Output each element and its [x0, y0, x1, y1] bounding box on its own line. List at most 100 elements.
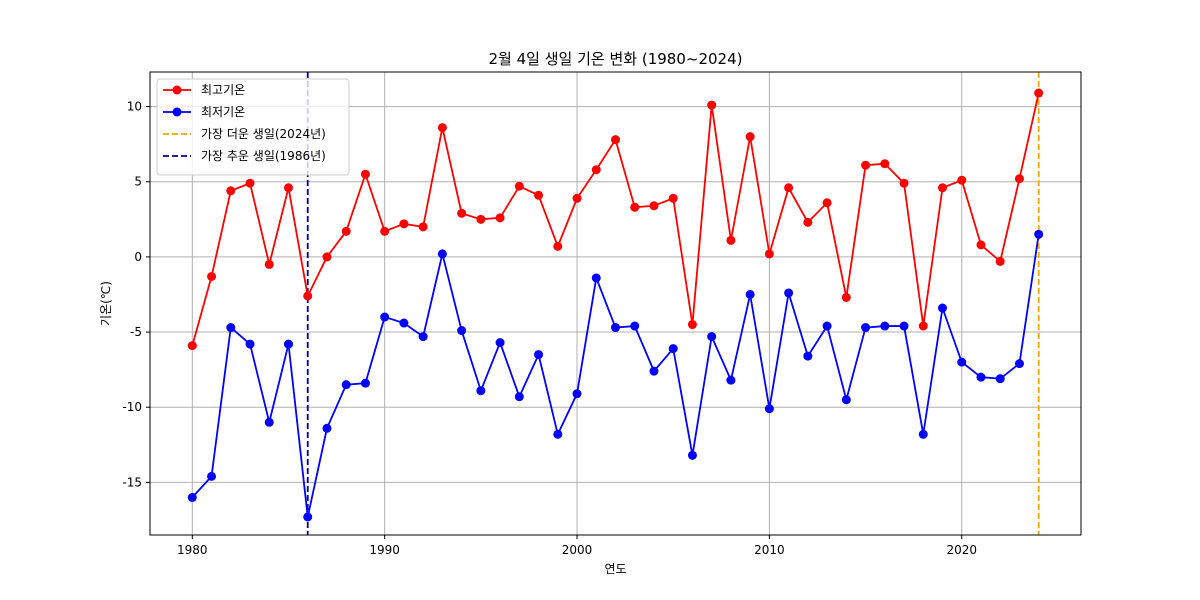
x-tick-label: 2020: [946, 543, 977, 557]
data-point: [764, 249, 774, 259]
data-point: [322, 423, 332, 433]
data-point: [437, 249, 447, 259]
data-point: [707, 332, 717, 342]
data-point: [1014, 174, 1024, 184]
series-line: [191, 234, 1040, 518]
data-point: [630, 321, 640, 331]
data-point: [938, 183, 948, 193]
data-point: [360, 169, 370, 179]
data-point: [630, 202, 640, 212]
x-tick-label: 2010: [754, 543, 785, 557]
data-point: [476, 386, 486, 396]
data-point: [1034, 229, 1044, 239]
data-point: [283, 183, 293, 193]
data-point: [187, 492, 197, 502]
data-point: [899, 178, 909, 188]
data-point: [226, 323, 236, 333]
data-point: [687, 450, 697, 460]
data-point: [611, 135, 620, 145]
data-point: [1034, 88, 1044, 98]
data-point: [399, 219, 409, 229]
legend-marker: [172, 85, 182, 95]
data-point: [668, 344, 678, 354]
data-point: [745, 132, 755, 142]
x-tick-label: 1990: [369, 543, 400, 557]
data-point: [418, 222, 428, 232]
data-point: [591, 165, 601, 175]
legend-item: 가장 추운 생일(1986년): [163, 149, 326, 163]
data-point: [380, 226, 390, 236]
legend-label: 가장 추운 생일(1986년): [201, 149, 326, 163]
x-tick-label: 1980: [177, 543, 208, 557]
y-tick-label: 10: [127, 100, 142, 114]
legend-label: 가장 더운 생일(2024년): [201, 127, 326, 141]
data-point: [764, 404, 774, 414]
data-point: [1014, 359, 1024, 369]
data-point: [303, 291, 313, 301]
data-point: [938, 303, 948, 313]
legend-label: 최고기온: [201, 83, 245, 97]
data-point: [264, 417, 274, 427]
data-point: [976, 240, 986, 250]
data-point: [322, 252, 332, 262]
y-axis-label: 기온(℃): [99, 281, 113, 326]
x-axis-ticks: 1980 1990 2000 2010 2020: [177, 535, 977, 557]
data-point: [418, 332, 428, 342]
data-point: [976, 372, 986, 382]
data-point: [283, 339, 293, 349]
data-point: [457, 326, 467, 336]
data-point: [841, 292, 851, 302]
y-tick-label: 0: [134, 250, 142, 264]
legend-marker: [172, 107, 182, 117]
data-point: [360, 378, 370, 388]
data-point: [553, 429, 563, 439]
data-point: [726, 235, 736, 245]
data-point: [822, 198, 832, 208]
data-point: [226, 186, 236, 196]
data-point: [861, 160, 871, 170]
data-point: [514, 392, 524, 402]
data-point: [264, 259, 274, 269]
data-point: [572, 193, 582, 203]
data-point: [534, 190, 544, 200]
legend-label: 최저기온: [201, 105, 245, 119]
data-point: [918, 321, 928, 331]
data-point: [514, 181, 524, 191]
data-point: [341, 226, 351, 236]
data-point: [784, 288, 794, 298]
data-point: [187, 341, 197, 351]
legend-box: [156, 78, 350, 176]
y-axis-ticks: 10 5 0 -5 -10 -15: [122, 100, 150, 489]
data-point: [880, 159, 890, 169]
data-point: [707, 100, 717, 110]
y-tick-label: 5: [134, 175, 142, 189]
data-point: [303, 512, 313, 522]
data-point: [341, 380, 351, 390]
data-point: [476, 214, 486, 224]
data-point: [841, 395, 851, 405]
data-point: [611, 323, 620, 333]
data-point: [207, 471, 217, 481]
data-point: [649, 201, 659, 211]
plot-frame: [149, 71, 1082, 536]
data-point: [745, 289, 755, 299]
data-point: [687, 320, 697, 330]
data-point: [957, 175, 967, 185]
data-point: [245, 178, 255, 188]
data-point: [572, 389, 582, 399]
data-point: [668, 193, 678, 203]
data-series: [187, 88, 1044, 522]
data-point: [437, 123, 447, 133]
data-point: [957, 357, 967, 367]
data-point: [495, 338, 505, 348]
x-tick-label: 2000: [562, 543, 593, 557]
data-point: [399, 318, 409, 328]
data-point: [553, 241, 563, 251]
data-point: [245, 339, 255, 349]
chart-title: 2월 4일 생일 기온 변화 (1980~2024): [489, 50, 743, 68]
y-tick-label: -15: [122, 475, 142, 489]
y-tick-label: -10: [122, 400, 142, 414]
data-point: [591, 273, 601, 283]
